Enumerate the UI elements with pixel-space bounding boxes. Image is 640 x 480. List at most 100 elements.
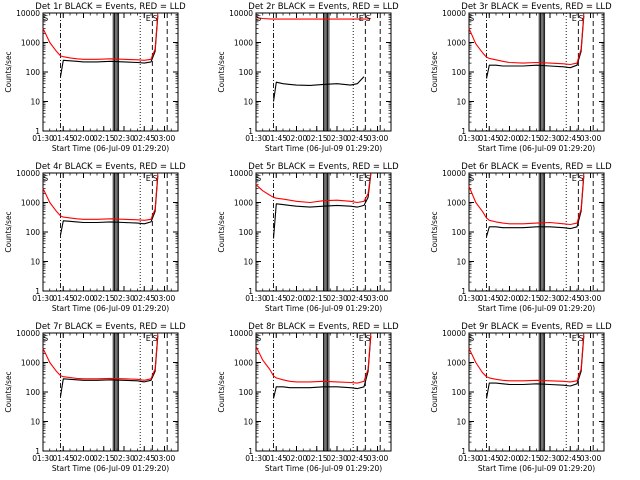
x-tick-label: 01:45 <box>478 134 500 143</box>
x-tick-label: 01:45 <box>478 294 500 303</box>
x-tick-label: 02:00 <box>286 134 308 143</box>
x-axis-label: Start Time (06-Jul-09 01:29:20) <box>265 464 382 473</box>
x-tick-label: 02:00 <box>499 134 521 143</box>
y-tick-label: 1 <box>35 447 40 456</box>
x-tick-label: 02:00 <box>499 294 521 303</box>
y-tick-label: 100 <box>452 228 467 237</box>
x-tick-label: 02:15 <box>519 294 541 303</box>
x-tick-label: 02:30 <box>539 294 561 303</box>
x-tick-label: 02:00 <box>286 454 308 463</box>
y-axis-label: Counts/sec <box>217 51 226 92</box>
y-tick-label: 10 <box>30 418 40 427</box>
y-axis-label: Counts/sec <box>4 211 13 252</box>
x-tick-label: 02:45 <box>133 134 155 143</box>
annotation-label: S <box>579 334 584 343</box>
annotation-label: E <box>146 334 151 343</box>
series-events <box>272 174 372 239</box>
y-axis-label: Counts/sec <box>217 371 226 412</box>
chart-panel-9: Det 9r BLACK = Events, RED = LLD 1 10 100 10… <box>430 322 612 473</box>
annotation-label: S <box>579 174 584 183</box>
y-tick-label: 10000 <box>16 169 40 178</box>
x-tick-label: 02:45 <box>133 454 155 463</box>
x-tick-label: 02:15 <box>519 454 541 463</box>
series-lld <box>42 14 159 61</box>
annotation-label: S <box>153 14 158 23</box>
x-tick-label: 01:45 <box>265 294 287 303</box>
x-tick-label: 01:45 <box>265 454 287 463</box>
y-tick-label: 10000 <box>442 169 466 178</box>
y-tick-label: 10000 <box>442 329 466 338</box>
x-tick-label: 02:30 <box>113 134 135 143</box>
annotation-label: E <box>572 334 577 343</box>
plot-frame <box>468 172 605 292</box>
x-tick-label: 01:30 <box>245 294 267 303</box>
annotation-label: S <box>366 334 371 343</box>
y-tick-label: 10 <box>456 258 466 267</box>
x-tick-label: 02:15 <box>93 294 115 303</box>
chart-panel-8: Det 8r BLACK = Events, RED = LLD 1 10 100 10… <box>217 322 399 473</box>
annotation-label: S <box>256 174 261 183</box>
x-tick-label: 01:30 <box>245 454 267 463</box>
y-tick-label: 100 <box>452 388 467 397</box>
x-tick-label: 02:45 <box>346 454 368 463</box>
x-tick-label: 02:30 <box>326 134 348 143</box>
annotation-label: E <box>146 14 151 23</box>
x-tick-label: 03:00 <box>367 294 389 303</box>
plot-frame <box>42 332 179 452</box>
series-lld <box>468 334 585 383</box>
annotation-label: S <box>256 334 261 343</box>
y-axis-label: Counts/sec <box>430 51 439 92</box>
x-tick-label: 02:00 <box>73 134 95 143</box>
y-tick-label: 10 <box>30 258 40 267</box>
y-tick-label: 1000 <box>234 199 253 208</box>
series-events <box>485 335 585 399</box>
chart-panel-6: Det 6r BLACK = Events, RED = LLD 1 10 100 10… <box>430 162 612 313</box>
x-tick-label: 02:15 <box>93 454 115 463</box>
x-tick-label: 02:15 <box>306 134 328 143</box>
x-tick-label: 02:30 <box>539 134 561 143</box>
x-tick-label: 02:00 <box>73 294 95 303</box>
x-tick-label: 03:00 <box>154 454 176 463</box>
annotation-label: S <box>43 14 48 23</box>
x-tick-label: 02:30 <box>539 454 561 463</box>
y-tick-label: 100 <box>26 228 41 237</box>
x-tick-label: 01:30 <box>458 294 480 303</box>
y-tick-label: 1000 <box>21 39 40 48</box>
x-tick-label: 02:45 <box>346 294 368 303</box>
y-tick-label: 10000 <box>442 9 466 18</box>
y-tick-label: 10000 <box>229 169 253 178</box>
y-tick-label: 10000 <box>229 329 253 338</box>
annotation-label: S <box>469 14 474 23</box>
series-events <box>272 76 365 102</box>
y-tick-label: 100 <box>26 68 41 77</box>
annotation-label: E <box>572 174 577 183</box>
x-tick-label: 01:45 <box>52 294 74 303</box>
x-tick-label: 03:00 <box>580 294 602 303</box>
y-tick-label: 100 <box>452 68 467 77</box>
x-tick-label: 03:00 <box>367 134 389 143</box>
plot-frame <box>42 172 179 292</box>
x-tick-label: 02:15 <box>306 454 328 463</box>
y-tick-label: 10 <box>243 98 253 107</box>
x-tick-label: 01:30 <box>32 454 54 463</box>
series-events <box>59 175 159 236</box>
series-events <box>59 335 159 397</box>
x-tick-label: 02:45 <box>346 134 368 143</box>
x-tick-label: 02:00 <box>499 454 521 463</box>
x-tick-label: 03:00 <box>154 134 176 143</box>
annotation-label: S <box>43 174 48 183</box>
series-lld <box>255 173 372 204</box>
x-tick-label: 02:15 <box>306 294 328 303</box>
x-tick-label: 03:00 <box>580 454 602 463</box>
series-events <box>485 175 585 237</box>
x-tick-label: 01:45 <box>52 454 74 463</box>
series-events <box>485 15 585 79</box>
chart-panel-4: Det 4r BLACK = Events, RED = LLD 1 10 100 10… <box>4 162 186 313</box>
y-tick-label: 1 <box>35 287 40 296</box>
x-axis-label: Start Time (06-Jul-09 01:29:20) <box>265 144 382 153</box>
y-axis-label: Counts/sec <box>217 211 226 252</box>
plot-frame <box>468 12 605 132</box>
x-tick-label: 02:45 <box>133 294 155 303</box>
y-tick-label: 100 <box>239 228 254 237</box>
